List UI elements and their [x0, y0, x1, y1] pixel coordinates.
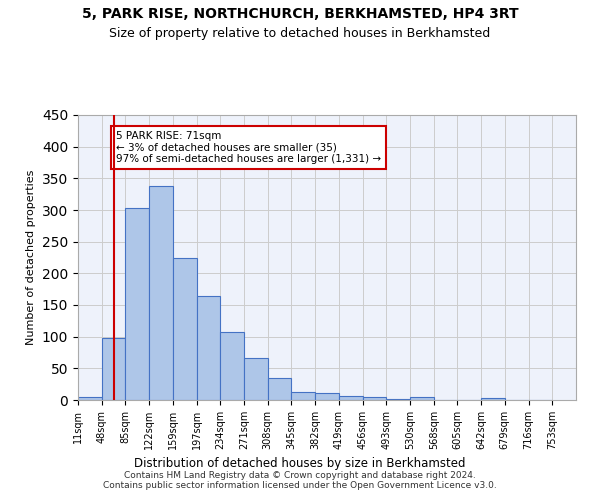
Bar	[149, 186, 173, 400]
Bar	[220, 332, 244, 400]
Bar	[362, 397, 386, 400]
Bar	[173, 258, 197, 400]
Bar	[481, 398, 505, 400]
Text: 5, PARK RISE, NORTHCHURCH, BERKHAMSTED, HP4 3RT: 5, PARK RISE, NORTHCHURCH, BERKHAMSTED, …	[82, 8, 518, 22]
Y-axis label: Number of detached properties: Number of detached properties	[26, 170, 37, 345]
Bar	[315, 393, 339, 400]
Bar	[292, 392, 315, 400]
Bar	[197, 296, 220, 400]
Bar	[268, 378, 292, 400]
Bar	[78, 397, 102, 400]
Bar	[339, 396, 362, 400]
Text: 5 PARK RISE: 71sqm
← 3% of detached houses are smaller (35)
97% of semi-detached: 5 PARK RISE: 71sqm ← 3% of detached hous…	[116, 131, 381, 164]
Bar	[102, 338, 125, 400]
Text: Size of property relative to detached houses in Berkhamsted: Size of property relative to detached ho…	[109, 28, 491, 40]
Bar	[125, 208, 149, 400]
Bar	[244, 358, 268, 400]
Text: Distribution of detached houses by size in Berkhamsted: Distribution of detached houses by size …	[134, 458, 466, 470]
Text: Contains HM Land Registry data © Crown copyright and database right 2024.
Contai: Contains HM Land Registry data © Crown c…	[103, 470, 497, 490]
Bar	[410, 397, 434, 400]
